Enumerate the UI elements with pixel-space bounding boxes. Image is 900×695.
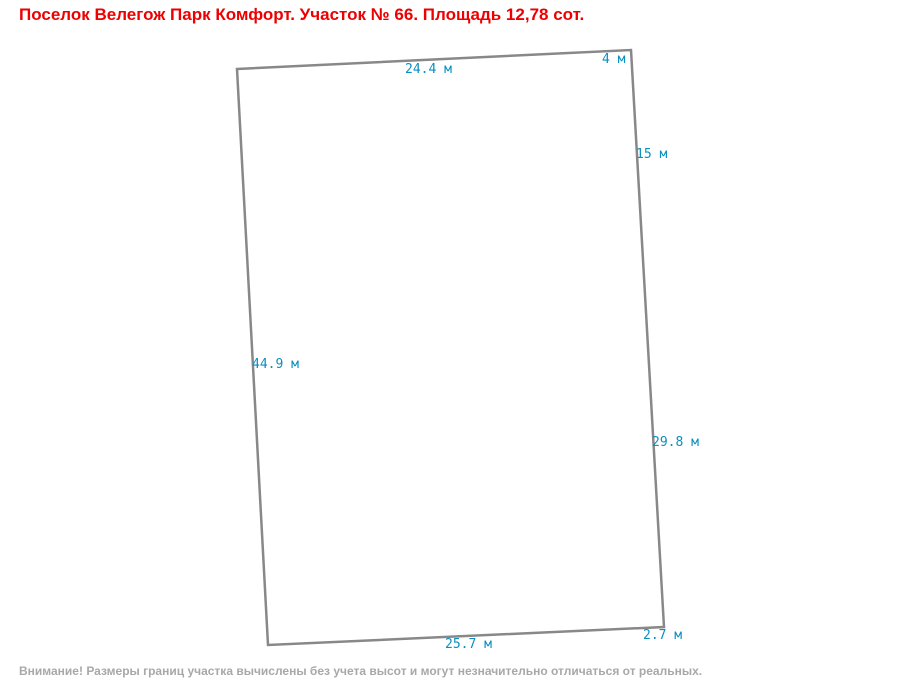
note: Внимание! Размеры границ участка вычисле… xyxy=(19,664,702,678)
edge-label: 15 м xyxy=(636,147,667,162)
edge-label: 29.8 м xyxy=(652,435,699,450)
edge-label: 2.7 м xyxy=(643,628,682,643)
title: Поселок Велегож Парк Комфорт. Участок № … xyxy=(19,5,584,24)
edge-label: 24.4 м xyxy=(405,62,452,77)
edge-label: 44.9 м xyxy=(252,357,299,372)
edge-label: 25.7 м xyxy=(445,637,492,652)
edge-label: 4 м xyxy=(602,52,626,67)
plot-boundary xyxy=(235,48,666,647)
